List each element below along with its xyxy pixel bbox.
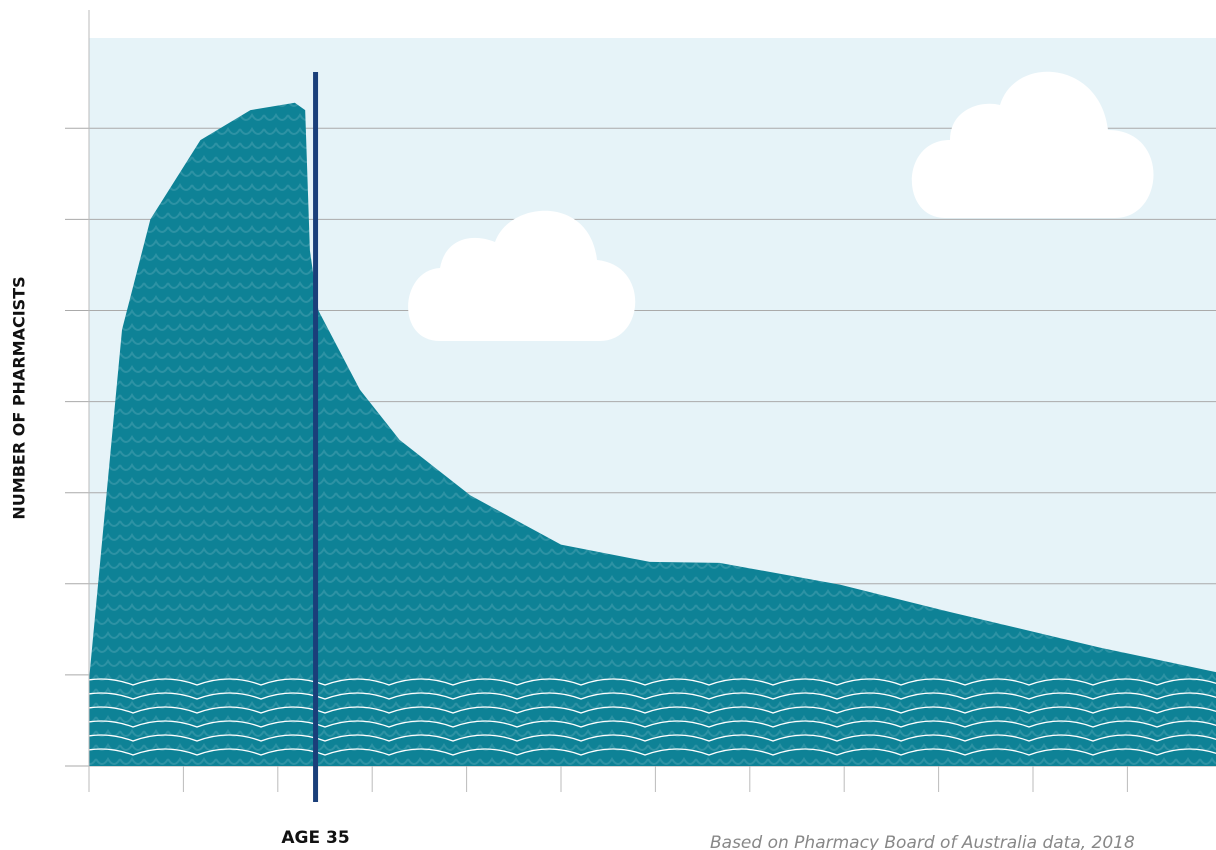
cloud bbox=[911, 71, 1154, 219]
wave-line bbox=[89, 720, 1216, 728]
wave-line bbox=[89, 692, 1216, 700]
plot-area bbox=[89, 72, 1216, 802]
source-note: Based on Pharmacy Board of Australia dat… bbox=[710, 833, 1135, 850]
cloud bbox=[408, 210, 636, 341]
wave-line bbox=[89, 678, 1216, 686]
wave-line bbox=[89, 734, 1216, 742]
wave-line bbox=[89, 748, 1216, 756]
y-axis-title: NUMBER OF PHARMACISTS bbox=[10, 276, 29, 519]
wave-lines bbox=[89, 678, 1216, 756]
wave-line bbox=[89, 706, 1216, 714]
age-marker-label: AGE 35 bbox=[281, 828, 349, 848]
area bbox=[89, 102, 1216, 766]
